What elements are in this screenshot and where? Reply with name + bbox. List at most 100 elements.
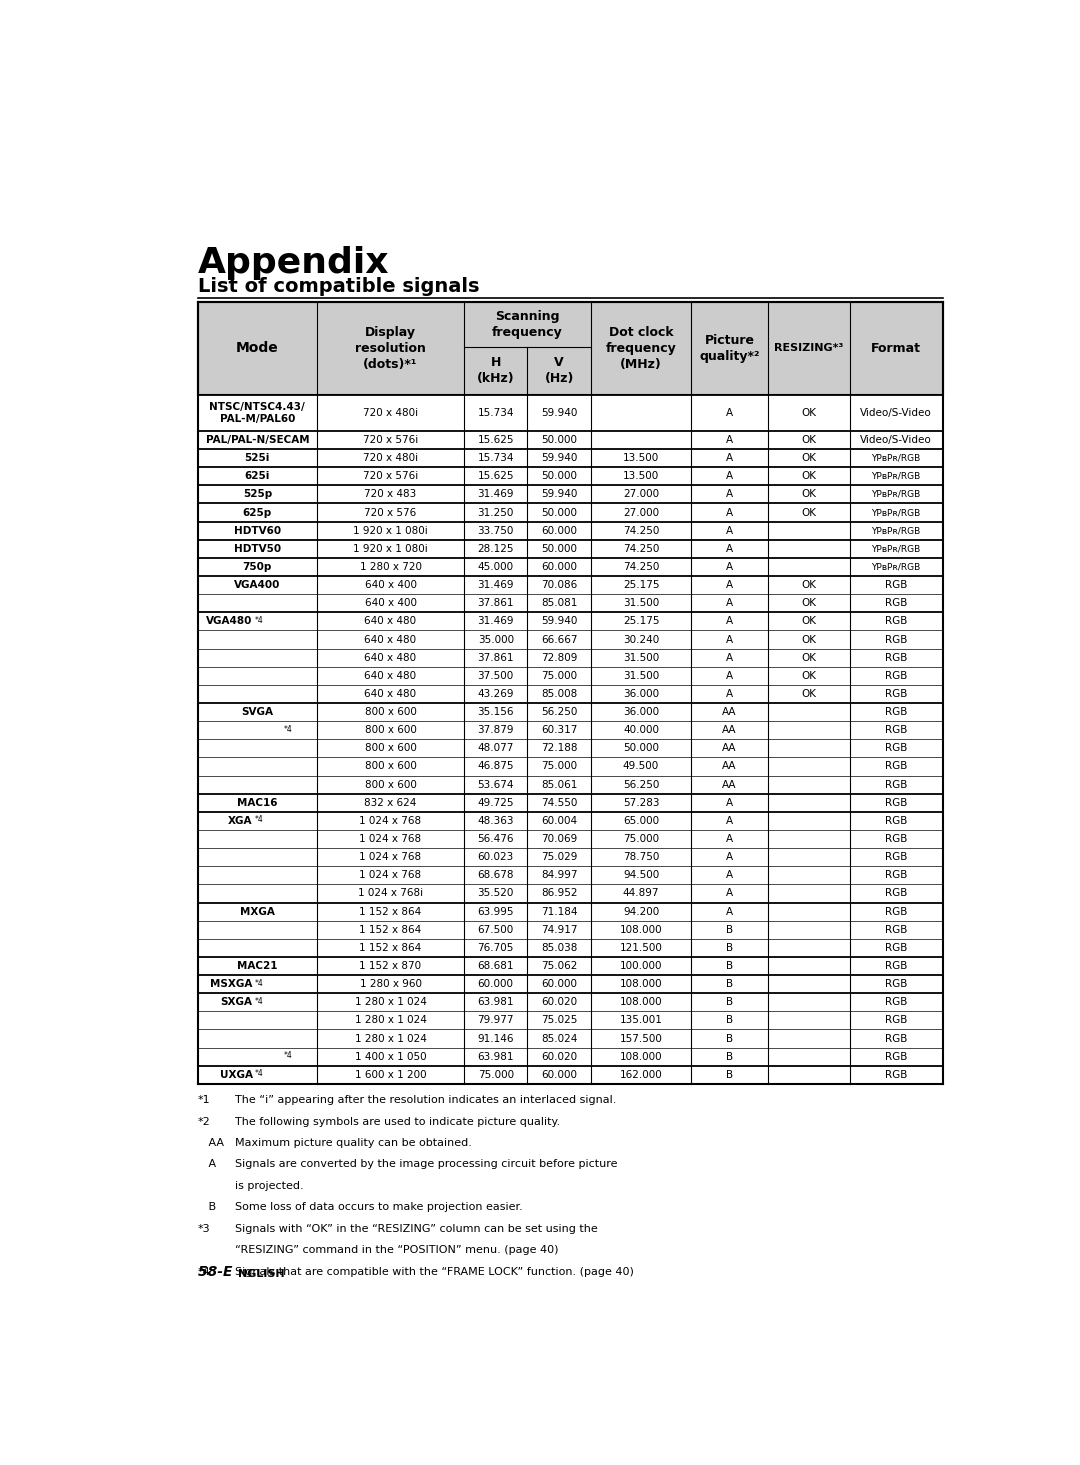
Text: The “i” appearing after the resolution indicates an interlaced signal.: The “i” appearing after the resolution i…	[235, 1096, 617, 1105]
Text: 37.879: 37.879	[477, 725, 514, 735]
Text: B: B	[726, 961, 733, 971]
Text: A: A	[726, 816, 733, 826]
Text: XGA: XGA	[228, 816, 253, 826]
Text: 31.500: 31.500	[623, 671, 659, 681]
Text: RGB: RGB	[885, 652, 907, 662]
Text: 50.000: 50.000	[541, 472, 577, 482]
Text: 750p: 750p	[243, 563, 272, 571]
Text: Picture
quality*²: Picture quality*²	[699, 334, 759, 363]
Text: *2: *2	[198, 1116, 211, 1127]
Bar	[198, 595, 943, 612]
Text: OK: OK	[801, 507, 816, 517]
Text: *4: *4	[255, 816, 264, 825]
Text: Mode: Mode	[237, 341, 279, 356]
Text: 49.725: 49.725	[477, 798, 514, 807]
Text: 35.520: 35.520	[477, 888, 514, 898]
Text: PAL/PAL-N/SECAM: PAL/PAL-N/SECAM	[205, 435, 309, 445]
Text: 91.146: 91.146	[477, 1033, 514, 1043]
Text: OK: OK	[801, 453, 816, 463]
Text: Format: Format	[872, 341, 921, 355]
Text: 60.004: 60.004	[541, 816, 577, 826]
Text: AA: AA	[198, 1138, 224, 1149]
Text: B: B	[726, 1033, 733, 1043]
Text: 70.086: 70.086	[541, 580, 577, 590]
Text: 85.081: 85.081	[541, 598, 577, 608]
Text: A: A	[726, 580, 733, 590]
Bar	[198, 667, 943, 684]
Text: 108.000: 108.000	[620, 998, 662, 1008]
Text: 71.184: 71.184	[541, 907, 578, 917]
Text: A: A	[726, 671, 733, 681]
Text: RGB: RGB	[885, 961, 907, 971]
Text: 108.000: 108.000	[620, 979, 662, 989]
Text: 56.476: 56.476	[477, 834, 514, 844]
Text: 25.175: 25.175	[623, 580, 659, 590]
Text: 640 x 480: 640 x 480	[364, 634, 417, 645]
Text: 640 x 480: 640 x 480	[364, 617, 417, 627]
Text: RGB: RGB	[885, 1033, 907, 1043]
Text: 75.000: 75.000	[623, 834, 659, 844]
Text: 1 280 x 1 024: 1 280 x 1 024	[354, 1015, 427, 1026]
Text: VGA400: VGA400	[234, 580, 281, 590]
Text: RGB: RGB	[885, 888, 907, 898]
Text: A: A	[726, 435, 733, 445]
Bar	[198, 539, 943, 558]
Text: 72.188: 72.188	[541, 743, 578, 753]
Text: UXGA: UXGA	[219, 1069, 253, 1080]
Text: 68.681: 68.681	[477, 961, 514, 971]
Text: RGB: RGB	[885, 907, 907, 917]
Text: 33.750: 33.750	[477, 526, 514, 536]
Text: A: A	[726, 834, 733, 844]
Text: 27.000: 27.000	[623, 489, 659, 500]
Text: 75.000: 75.000	[541, 671, 577, 681]
Text: Signals are converted by the image processing circuit before picture: Signals are converted by the image proce…	[235, 1159, 618, 1169]
Bar	[198, 902, 943, 920]
Text: RGB: RGB	[885, 816, 907, 826]
Text: 60.000: 60.000	[541, 1069, 577, 1080]
Text: 63.995: 63.995	[477, 907, 514, 917]
Text: 31.500: 31.500	[623, 598, 659, 608]
Text: RGB: RGB	[885, 1069, 907, 1080]
Bar	[198, 775, 943, 794]
Text: RGB: RGB	[885, 708, 907, 716]
Text: 30.240: 30.240	[623, 634, 659, 645]
Text: A: A	[198, 1159, 216, 1169]
Text: HDTV50: HDTV50	[233, 544, 281, 554]
Text: *4: *4	[255, 1069, 264, 1078]
Text: B: B	[726, 924, 733, 935]
Text: OK: OK	[801, 489, 816, 500]
Bar	[198, 993, 943, 1011]
Text: 43.269: 43.269	[477, 689, 514, 699]
Text: RGB: RGB	[885, 998, 907, 1008]
Text: 832 x 624: 832 x 624	[364, 798, 417, 807]
Text: 27.000: 27.000	[623, 507, 659, 517]
Text: 48.363: 48.363	[477, 816, 514, 826]
Text: 94.200: 94.200	[623, 907, 659, 917]
Text: 640 x 480: 640 x 480	[364, 652, 417, 662]
Text: 720 x 576i: 720 x 576i	[363, 472, 418, 482]
Text: 35.156: 35.156	[477, 708, 514, 716]
Text: 60.000: 60.000	[541, 526, 577, 536]
Text: 94.500: 94.500	[623, 870, 659, 880]
Text: 59.940: 59.940	[541, 617, 577, 627]
Text: 36.000: 36.000	[623, 689, 659, 699]
Text: AA: AA	[723, 743, 737, 753]
Text: A: A	[726, 472, 733, 482]
Text: 13.500: 13.500	[623, 453, 659, 463]
Bar	[198, 721, 943, 740]
Text: B: B	[726, 1052, 733, 1062]
Bar	[198, 612, 943, 630]
Text: V
(Hz): V (Hz)	[544, 356, 573, 385]
Bar	[198, 939, 943, 957]
Text: is projected.: is projected.	[235, 1181, 305, 1191]
Text: 108.000: 108.000	[620, 924, 662, 935]
Text: 1 152 x 864: 1 152 x 864	[360, 924, 421, 935]
Bar	[198, 794, 943, 812]
Text: 59.940: 59.940	[541, 407, 577, 418]
Bar	[198, 757, 943, 775]
Text: 25.175: 25.175	[623, 617, 659, 627]
Text: Signals with “OK” in the “RESIZING” column can be set using the: Signals with “OK” in the “RESIZING” colu…	[235, 1223, 598, 1234]
Text: SVGA: SVGA	[241, 708, 273, 716]
Bar	[198, 740, 943, 757]
Text: *4: *4	[284, 725, 293, 734]
